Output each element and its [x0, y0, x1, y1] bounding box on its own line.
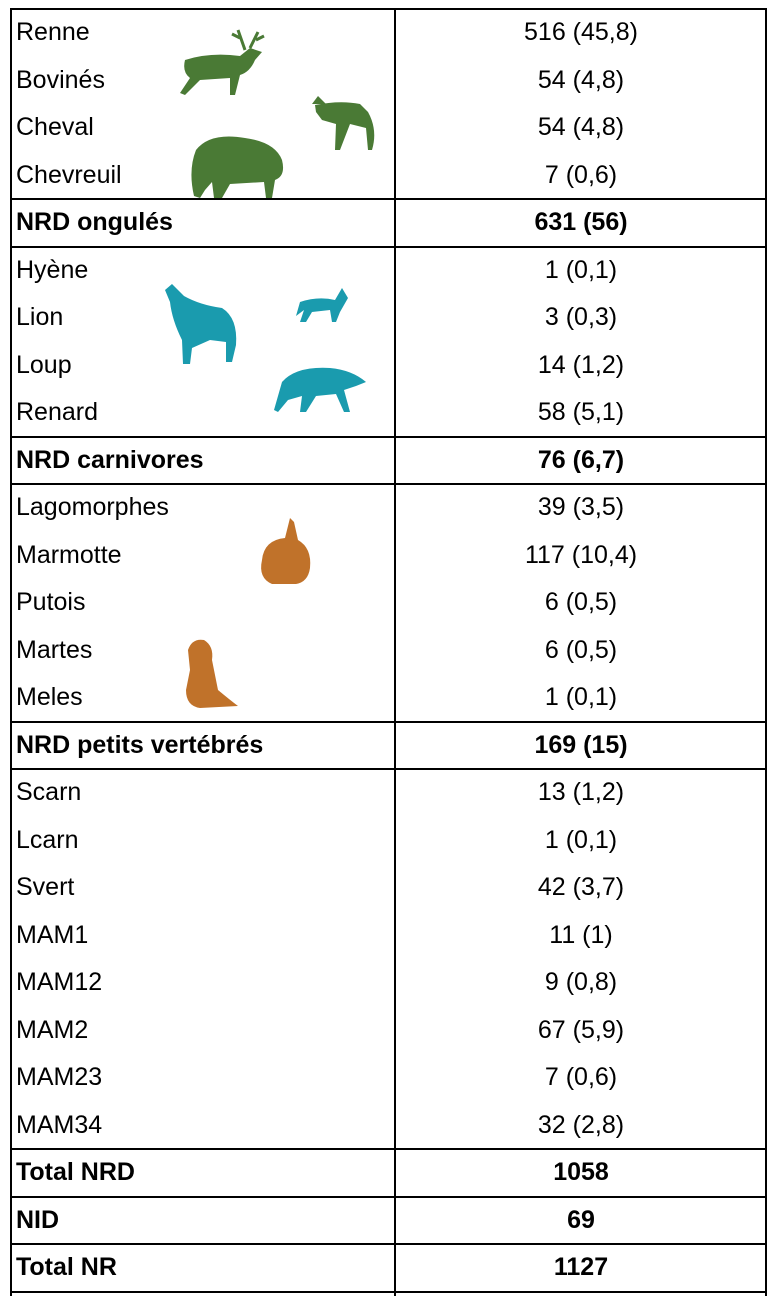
row-border	[10, 720, 767, 723]
row-label: Martes	[16, 635, 93, 664]
row-label: Renne	[16, 18, 90, 46]
row-label: Hyène	[16, 255, 89, 284]
row-value: 1127	[553, 1253, 609, 1281]
row-border	[10, 483, 767, 485]
row-border	[10, 245, 767, 248]
row-value: 9 (0,8)	[544, 968, 618, 996]
row-label: MAM23	[16, 1063, 103, 1091]
table-border	[10, 8, 767, 10]
row-value: 1 (0,1)	[544, 683, 618, 711]
bison	[191, 136, 284, 198]
row-value: 1 (0,1)	[544, 825, 618, 854]
row-label: Scarn	[16, 778, 82, 806]
row-label: NRD carnivores	[16, 445, 204, 474]
row-value: 32 (2,8)	[537, 1110, 625, 1139]
row-value: 11 (1)	[549, 920, 613, 949]
row-border	[10, 1290, 767, 1293]
column-border	[394, 8, 396, 1296]
row-label: NRD ongulés	[16, 208, 173, 236]
row-label: MAM1	[16, 920, 89, 949]
row-value: 3 (0,3)	[544, 303, 618, 331]
hyena	[274, 367, 366, 412]
row-value: 7 (0,6)	[544, 160, 618, 189]
column-border	[765, 8, 767, 1296]
row-value: 516 (45,8)	[524, 18, 638, 46]
row-label: NID	[16, 1205, 60, 1234]
row-value: 54 (4,8)	[537, 113, 625, 141]
carnivore-icons	[165, 284, 366, 412]
row-value: 76 (6,7)	[537, 445, 625, 474]
wolf	[165, 284, 237, 364]
hare	[261, 518, 311, 584]
column-border	[10, 8, 12, 1296]
row-value: 1058	[553, 1158, 609, 1186]
row-value: 58 (5,1)	[537, 398, 625, 426]
reindeer	[180, 48, 262, 95]
row-label: Cheval	[16, 113, 94, 141]
row-label: Lagomorphes	[16, 493, 169, 521]
row-value: 6 (0,5)	[544, 588, 618, 616]
row-label: Total NRD	[16, 1158, 135, 1186]
row-label: Meles	[16, 683, 83, 711]
row-label: Marmotte	[16, 540, 122, 569]
ungulate-icons	[180, 29, 375, 198]
row-border	[10, 1243, 767, 1245]
marmot	[186, 639, 238, 708]
row-value: 7 (0,6)	[544, 1063, 618, 1091]
small-vertebrate-icons	[186, 518, 311, 708]
row-value: 13 (1,2)	[537, 778, 625, 806]
row-value: 54 (4,8)	[537, 65, 625, 94]
row-border	[10, 435, 767, 438]
row-label: Lcarn	[16, 825, 79, 854]
row-value: 6 (0,5)	[544, 635, 618, 664]
row-border	[10, 198, 767, 200]
row-label: MAM12	[16, 968, 103, 996]
row-border	[10, 1195, 767, 1198]
row-label: Total NR	[16, 1253, 117, 1281]
row-label: Svert	[16, 873, 75, 901]
row-label: Putois	[16, 588, 86, 616]
row-label: Renard	[16, 398, 98, 426]
row-value: 169 (15)	[534, 730, 628, 759]
row-value: 631 (56)	[534, 208, 628, 236]
row-value: 14 (1,2)	[537, 350, 625, 379]
row-value: 42 (3,7)	[537, 873, 625, 901]
horse	[312, 96, 375, 150]
fox	[296, 288, 348, 322]
row-value: 39 (3,5)	[537, 493, 625, 521]
row-label: Lion	[16, 303, 64, 331]
row-value: 67 (5,9)	[537, 1015, 625, 1044]
row-border	[10, 1148, 767, 1150]
row-label: MAM34	[16, 1110, 103, 1139]
row-label: Bovinés	[16, 65, 105, 94]
row-label: Loup	[16, 350, 72, 379]
row-value: 1 (0,1)	[544, 255, 618, 284]
row-label: MAM2	[16, 1015, 89, 1044]
row-value: 69	[567, 1205, 595, 1234]
row-label: NRD petits vertébrés	[16, 730, 264, 759]
row-value: 117 (10,4)	[524, 540, 638, 569]
row-label: Chevreuil	[16, 160, 122, 189]
row-border	[10, 768, 767, 770]
